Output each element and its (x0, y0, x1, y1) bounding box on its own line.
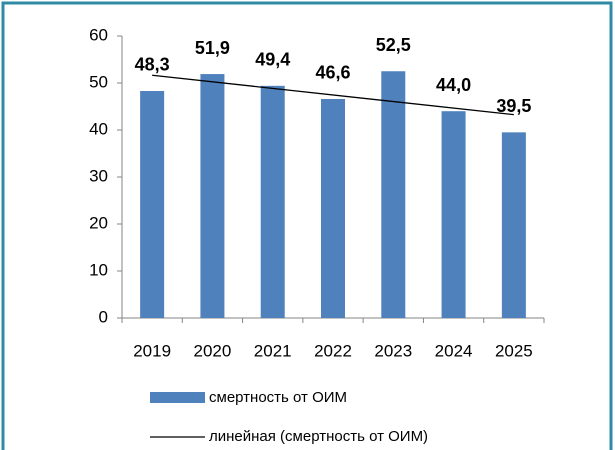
y-tick-label: 50 (89, 72, 108, 91)
y-tick-label: 30 (89, 166, 108, 185)
value-label: 44,0 (436, 75, 471, 95)
bar (140, 90, 165, 319)
value-label: 52,5 (376, 35, 411, 55)
y-tick-label: 20 (89, 213, 108, 232)
bar (321, 98, 345, 318)
value-label: 51,9 (195, 38, 230, 58)
x-tick-label: 2020 (194, 341, 232, 360)
bar (441, 111, 466, 318)
value-label: 46,6 (315, 63, 350, 83)
x-tick-label: 2023 (374, 341, 412, 360)
x-tick-label: 2019 (133, 341, 171, 360)
x-tick-label: 2021 (254, 341, 292, 360)
legend-swatch (150, 392, 205, 403)
y-tick-label: 40 (89, 119, 108, 138)
legend-label: линейная (смертность от ОИМ) (209, 428, 428, 445)
x-tick-label: 2025 (495, 341, 533, 360)
value-label: 49,4 (255, 50, 290, 70)
bar (260, 85, 285, 318)
value-label: 39,5 (496, 96, 531, 116)
bar (200, 74, 225, 318)
x-tick-label: 2024 (435, 341, 473, 360)
value-label: 48,3 (135, 55, 170, 75)
y-tick-label: 0 (99, 307, 108, 326)
bar (501, 132, 526, 318)
x-tick-label: 2022 (314, 341, 352, 360)
legend-label: смертность от ОИМ (209, 389, 347, 406)
y-tick-label: 60 (89, 25, 108, 44)
trendline (152, 74, 514, 116)
y-tick-label: 10 (89, 260, 108, 279)
bar (381, 71, 406, 318)
